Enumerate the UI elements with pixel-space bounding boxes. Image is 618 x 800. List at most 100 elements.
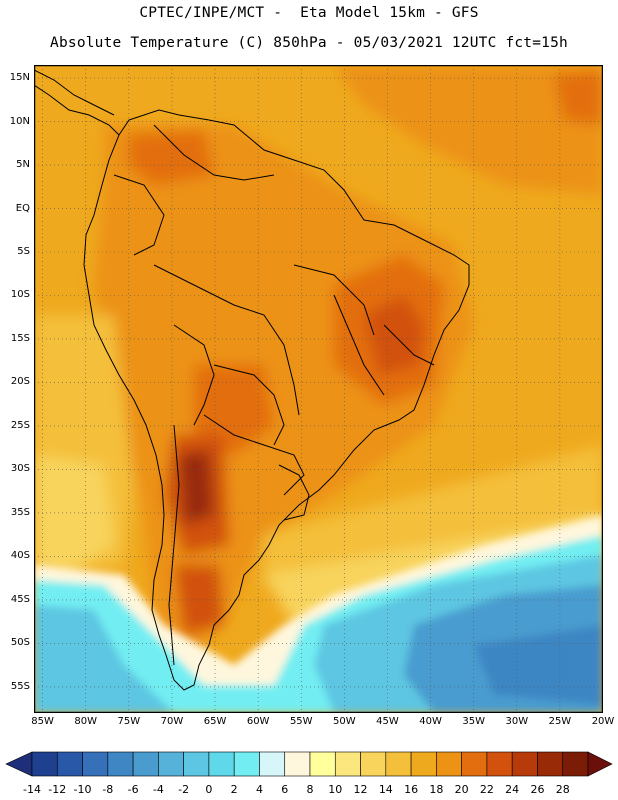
colorbar-tick-label: 16 <box>404 783 419 796</box>
colorbar-swatch <box>309 751 336 777</box>
temp-zone-cold-deepest <box>474 625 603 705</box>
colorbar-right-arrow <box>587 751 613 777</box>
colorbar-swatch <box>461 751 488 777</box>
colorbar-tick-label: 10 <box>328 783 343 796</box>
colorbar-swatch <box>208 751 235 777</box>
lat-tick-label: 10N <box>9 115 30 127</box>
colorbar-tick-label: -12 <box>48 783 67 796</box>
temperature-map <box>34 65 603 713</box>
central-america-coast <box>34 84 120 136</box>
colorbar-swatch <box>233 751 260 777</box>
colorbar-tick-label: 22 <box>479 783 494 796</box>
colorbar-swatch <box>56 751 83 777</box>
lat-tick-label: 20S <box>10 376 30 388</box>
lon-tick-label: 80W <box>74 716 98 727</box>
colorbar-tick-label: 24 <box>505 783 520 796</box>
chart-title-line2: Absolute Temperature (C) 850hPa - 05/03/… <box>50 35 568 51</box>
colorbar-swatch <box>183 751 210 777</box>
colorbar-tick-label: -6 <box>127 783 139 796</box>
border-venezuela <box>153 124 275 181</box>
colorbar-tick-label: 20 <box>454 783 469 796</box>
colorbar-tick-label: -4 <box>152 783 164 796</box>
colorbar-left-arrow <box>5 751 33 777</box>
lat-tick-label: 25S <box>10 419 30 431</box>
lon-tick-label: 75W <box>117 716 141 727</box>
colorbar-swatch <box>284 751 311 777</box>
lon-tick-label: 20W <box>591 716 615 727</box>
lat-tick-label: 10S <box>10 289 30 301</box>
lat-tick-label: 15S <box>10 332 30 344</box>
colorbar-tick-label: 0 <box>205 783 213 796</box>
lat-tick-label: EQ <box>15 202 30 214</box>
lat-tick-label: 5S <box>17 246 30 257</box>
lat-tick-label: 30S <box>10 463 30 475</box>
central-america-coast-north <box>34 69 115 116</box>
colorbar-swatch <box>436 751 462 777</box>
south-america-coast <box>83 109 470 691</box>
lon-tick-label: 35W <box>462 716 485 727</box>
colorbar-tick-label: -14 <box>23 783 41 796</box>
colorbar-swatch <box>360 751 387 777</box>
colorbar-tick-label: 18 <box>429 783 444 796</box>
colorbar-swatch <box>107 751 134 777</box>
colorbar-swatch <box>31 751 58 777</box>
lon-tick-label: 60W <box>246 716 270 727</box>
border-peru-bolivia <box>173 324 215 426</box>
colorbar-tick-label: 12 <box>353 783 368 796</box>
border-bolivia-paraguay <box>213 364 285 446</box>
temp-spot-andes-core <box>179 450 214 525</box>
colorbar-swatch <box>259 751 286 777</box>
lon-tick-label: 65W <box>203 716 227 727</box>
colorbar-swatch <box>385 751 412 777</box>
colorbar-swatch <box>82 751 109 777</box>
temp-spot-chaco <box>194 365 274 455</box>
lat-tick-label: 45S <box>10 593 30 605</box>
lat-tick-label: 15N <box>9 72 30 84</box>
lat-tick-label: 35S <box>10 506 30 518</box>
lat-tick-label: 5N <box>16 159 30 171</box>
lon-tick-label: 25W <box>548 716 572 727</box>
colorbar <box>5 751 613 777</box>
temp-band-ne-hot <box>554 70 603 125</box>
lon-tick-label: 85W <box>31 716 54 727</box>
map-grid <box>34 65 603 713</box>
colorbar-tick-label: -8 <box>102 783 114 796</box>
border-colombia <box>113 174 165 256</box>
lon-tick-label: 55W <box>289 716 313 727</box>
colorbar-swatch <box>334 751 361 777</box>
border-brazil-states <box>293 264 435 396</box>
colorbar-swatch <box>132 751 159 777</box>
colorbar-tick-label: 8 <box>306 783 314 796</box>
lat-tick-label: 50S <box>10 637 30 649</box>
temp-spot-venezuela <box>129 130 214 185</box>
colorbar-tick-label: 6 <box>281 783 289 796</box>
chart-title-line1: CPTEC/INPE/MCT - Eta Model 15km - GFS <box>139 5 479 21</box>
lon-tick-label: 50W <box>333 716 356 727</box>
colorbar-swatch <box>158 751 184 777</box>
colorbar-tick-label: 28 <box>555 783 570 796</box>
border-brazil-west <box>153 264 300 416</box>
colorbar-tick-label: 14 <box>378 783 393 796</box>
colorbar-tick-label: 4 <box>255 783 263 796</box>
lat-tick-label: 55S <box>10 680 30 692</box>
temp-zone-pacific-pale <box>34 455 114 575</box>
colorbar-swatch <box>410 751 437 777</box>
temp-band-north-warm <box>334 65 603 195</box>
colorbar-tick-label: 2 <box>230 783 238 796</box>
temp-zone-cold-mid <box>34 605 174 713</box>
border-chile-argentina <box>168 424 180 666</box>
lon-tick-label: 30W <box>505 716 529 727</box>
colorbar-swatch <box>511 751 538 777</box>
lon-tick-label: 40W <box>419 716 442 727</box>
lon-tick-label: 45W <box>376 716 399 727</box>
colorbar-tick-label: 26 <box>530 783 545 796</box>
colorbar-tick-label: -2 <box>178 783 190 796</box>
lat-tick-label: 40S <box>10 550 30 562</box>
map-border <box>34 65 603 713</box>
colorbar-swatch <box>562 751 589 777</box>
colorbar-tick-label: -10 <box>73 783 92 796</box>
border-uruguay <box>278 464 310 521</box>
map-coastlines <box>34 69 470 691</box>
colorbar-swatch <box>537 751 564 777</box>
lon-tick-label: 70W <box>160 716 184 727</box>
